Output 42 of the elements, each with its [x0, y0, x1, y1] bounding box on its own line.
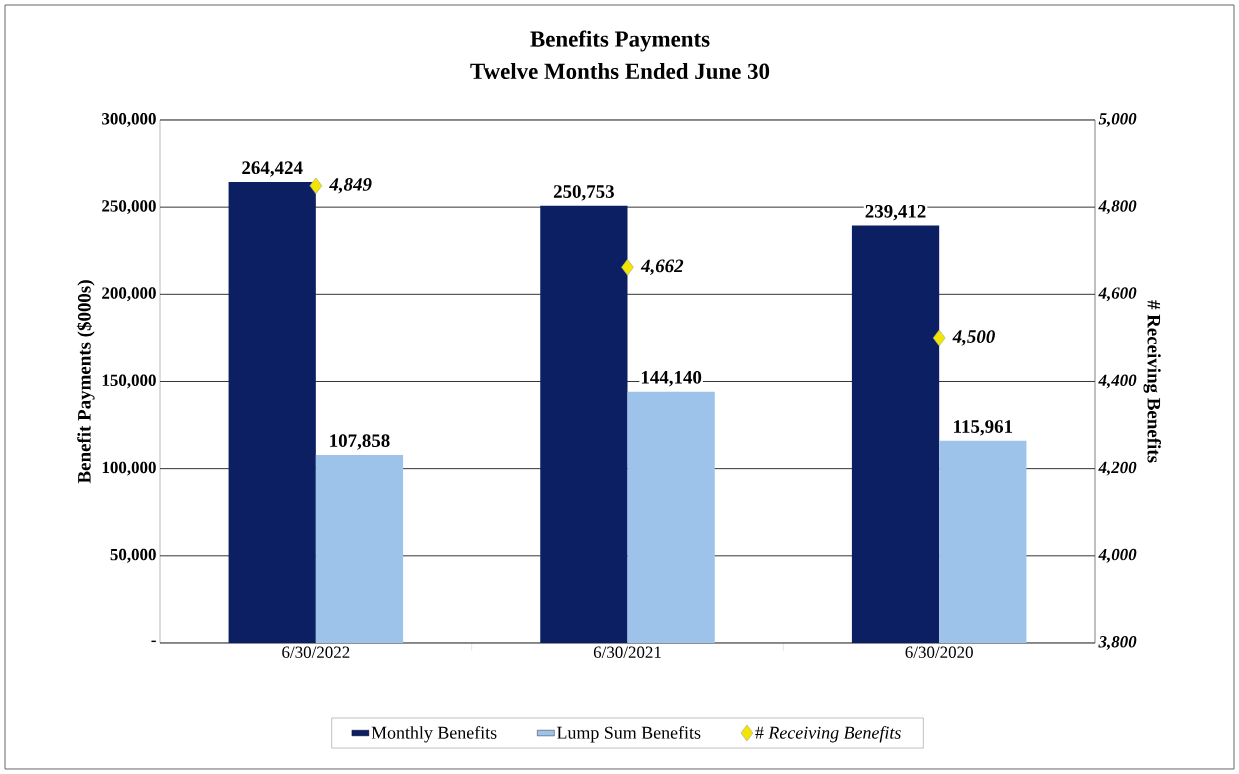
- bar: [627, 391, 715, 643]
- bar: [540, 205, 628, 643]
- y-tick-label: 250,000: [102, 200, 156, 215]
- point: [309, 177, 323, 195]
- bar: [939, 440, 1027, 643]
- data-label: 4,662: [640, 259, 684, 276]
- legend-label: # Receiving Benefits: [755, 725, 901, 743]
- y2-tick-label: 4,200: [1098, 461, 1137, 476]
- y-tick-label: 300,000: [102, 113, 156, 127]
- y-tick-label: 200,000: [102, 287, 156, 302]
- y2-tick-label: 5,000: [1098, 113, 1137, 127]
- data-label: 239,412: [865, 204, 926, 221]
- x-tick-label: 6/30/2020: [905, 646, 973, 658]
- y2-tick-label: 4,600: [1098, 287, 1137, 302]
- legend-label: Monthly Benefits: [371, 725, 497, 743]
- y-axis-title: Benefit Payments ($000s): [76, 280, 95, 484]
- y-tick-label: 150,000: [102, 374, 156, 389]
- y-tick-label: 50,000: [110, 548, 156, 563]
- x-tick-label: 6/30/2022: [282, 646, 350, 658]
- bar: [851, 225, 940, 643]
- point: [621, 258, 634, 276]
- data-label: 107,858: [330, 434, 390, 450]
- y2-axis-title: # Receiving Benefits: [1143, 300, 1161, 463]
- data-label: 144,140: [641, 370, 702, 387]
- y2-tick-label: 4,400: [1098, 374, 1137, 389]
- data-label: 264,424: [242, 161, 303, 177]
- bar: [315, 454, 404, 643]
- bar: [228, 182, 316, 643]
- data-label: 250,753: [553, 185, 614, 201]
- y2-tick-label: 4,800: [1098, 200, 1137, 215]
- y-tick-label: 100,000: [102, 461, 156, 476]
- chart-subtitle: Twelve Months Ended June 30: [470, 62, 770, 80]
- data-label: 4,500: [952, 330, 995, 346]
- y2-tick-label: 4,000: [1098, 548, 1137, 563]
- x-tick-label: 6/30/2021: [593, 646, 661, 658]
- legend-label: Lump Sum Benefits: [557, 725, 701, 743]
- y2-tick-label: 3,800: [1098, 636, 1137, 650]
- chart-title: Benefits Payments: [530, 30, 710, 52]
- y-tick-label: -: [151, 640, 156, 643]
- data-label: 115,961: [954, 420, 1013, 436]
- point: [932, 329, 946, 347]
- data-label: 4,849: [329, 178, 372, 194]
